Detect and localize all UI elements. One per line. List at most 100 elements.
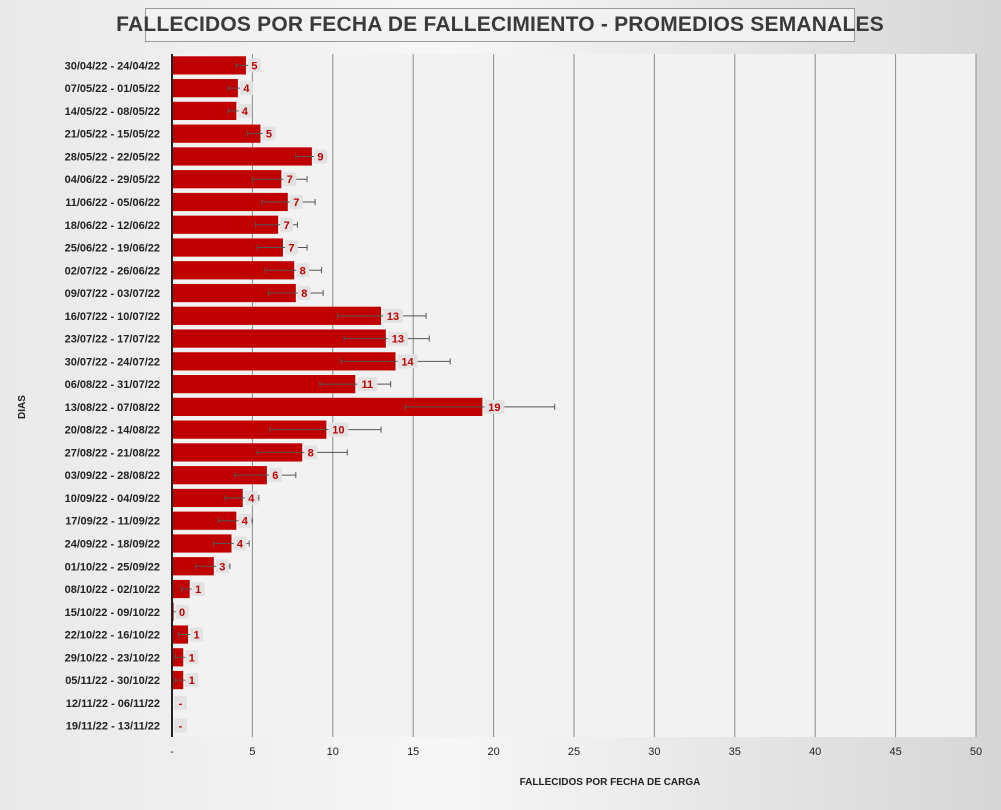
bar [172,192,288,212]
data-label-box [397,354,418,369]
category-label: 04/06/22 - 29/05/22 [65,174,160,186]
category-label: 28/05/22 - 22/05/22 [65,151,160,163]
data-label: 1 [194,630,200,642]
category-label: 14/05/22 - 08/05/22 [65,106,160,118]
data-label-box [185,650,199,665]
category-label: 02/07/22 - 26/06/22 [65,265,160,277]
data-label: 13 [392,334,404,346]
data-label-box [262,126,276,141]
category-label: 15/10/22 - 09/10/22 [65,607,160,619]
category-label: 13/08/22 - 07/08/22 [65,402,160,414]
data-label: 4 [242,516,249,528]
data-label-box [238,513,252,528]
data-label-box [174,718,187,733]
data-label: 8 [301,288,307,300]
data-label: 0 [179,607,185,619]
data-label-box [280,217,294,232]
category-label: 24/09/22 - 18/09/22 [65,538,160,550]
data-label: 7 [293,197,299,209]
category-label: 18/06/22 - 12/06/22 [65,220,160,232]
data-label-box [328,422,349,437]
category-label: 22/10/22 - 16/10/22 [65,630,160,642]
category-label: 10/09/22 - 04/09/22 [65,493,160,505]
data-label: 14 [401,356,414,368]
data-label-box [296,263,310,278]
data-label: 11 [361,379,373,391]
x-tick-label: 40 [809,746,821,758]
category-label: 12/11/22 - 06/11/22 [66,698,160,710]
gridlines [251,54,977,737]
x-tick-label: 35 [729,746,741,758]
category-label: 03/09/22 - 28/08/22 [65,470,160,482]
data-label: 10 [332,425,344,437]
bar [172,261,295,280]
category-label: 30/07/22 - 24/07/22 [65,356,160,368]
data-label-box [284,240,298,255]
data-label: 5 [266,129,272,141]
category-label: 29/10/22 - 23/10/22 [65,652,160,664]
data-label-box [175,604,189,619]
category-label: 11/06/22 - 05/06/22 [65,197,160,209]
bar [172,466,267,485]
x-tick-label: 10 [327,746,339,758]
data-label: 7 [287,174,293,186]
x-tick-label: 50 [970,746,982,758]
category-label: 21/05/22 - 15/05/22 [65,129,160,141]
data-label: 7 [284,220,290,232]
data-label-box [283,172,297,187]
data-label: 6 [272,470,278,482]
x-tick-labels: - 5 10 15 20 25 30 35 40 45 50 [170,746,982,758]
bar [172,101,237,121]
bar [172,557,214,576]
x-tick-label: 5 [249,746,255,758]
bar [172,397,483,416]
data-label: 9 [317,151,323,163]
data-label: 13 [387,311,399,323]
data-label-box [387,331,408,346]
data-label-box [174,695,187,710]
data-label: 5 [251,60,257,72]
data-label: - [179,698,183,710]
data-label-box [289,194,303,209]
category-label: 20/08/22 - 14/08/22 [65,425,160,437]
bar [172,443,303,462]
data-label: 7 [288,243,294,255]
data-label-box [297,286,311,301]
x-tick-label: 25 [568,746,580,758]
category-label: 05/11/22 - 30/10/22 [65,675,160,687]
category-label: 06/08/22 - 31/07/22 [65,379,160,391]
data-label-box [191,582,205,597]
category-label: 30/04/22 - 24/04/22 [65,60,160,72]
data-label: 8 [308,447,314,459]
x-tick-label: 45 [889,746,901,758]
category-label: 09/07/22 - 03/07/22 [65,288,160,300]
data-label: 4 [237,538,244,550]
category-label: 07/05/22 - 01/05/22 [65,83,160,95]
data-label: 3 [219,561,225,573]
data-label: 4 [242,106,249,118]
bar [172,306,382,325]
category-label: 23/07/22 - 17/07/22 [65,334,160,346]
data-label-box [215,559,229,574]
data-label: 4 [243,83,250,95]
bar [172,579,190,599]
x-tick-label: 30 [648,746,660,758]
x-tick-label: 20 [487,746,499,758]
data-label-box [244,490,258,505]
bar [172,488,243,508]
bar [172,283,296,303]
data-label-box [239,81,253,96]
bar [172,215,279,234]
category-labels: 30/04/22 - 24/04/22 07/05/22 - 01/05/22 14… [65,60,160,732]
data-label-box [190,627,204,642]
bar [172,170,282,189]
data-label-box [484,399,505,414]
x-tick-label: 15 [407,746,419,758]
chart-title: FALLECIDOS POR FECHA DE FALLECIMIENTO - … [116,8,884,42]
data-label: 19 [488,402,500,414]
data-label-box [268,468,282,483]
category-label: 16/07/22 - 10/07/22 [65,311,160,323]
data-label-box [185,673,199,688]
